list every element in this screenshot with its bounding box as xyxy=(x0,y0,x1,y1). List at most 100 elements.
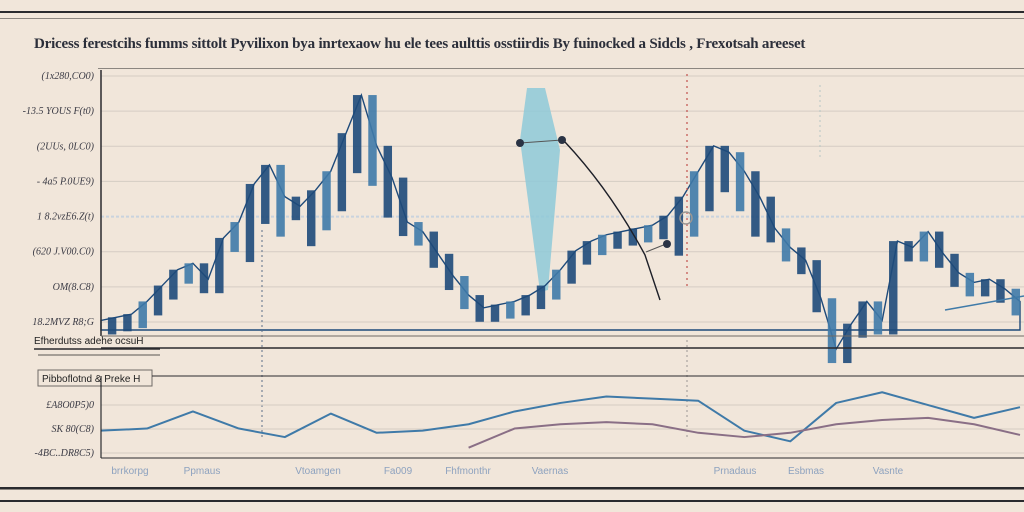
sub-x-tick-label: Esbmas xyxy=(788,466,824,477)
sub-x-tick-label: Vasnte xyxy=(873,466,904,477)
price-bar xyxy=(123,314,132,332)
price-bar xyxy=(291,196,301,221)
tail-line xyxy=(944,295,1024,311)
price-bar xyxy=(352,95,362,174)
price-bar xyxy=(643,225,653,243)
price-bar xyxy=(490,304,500,322)
price-bar xyxy=(689,171,699,237)
price-bar xyxy=(552,269,561,300)
price-bar xyxy=(337,133,347,212)
price-bar xyxy=(261,164,270,224)
price-bar xyxy=(307,190,316,247)
price-bar xyxy=(184,263,193,284)
price-bar xyxy=(368,95,377,186)
price-bar xyxy=(169,269,178,300)
sub-grid xyxy=(101,404,1024,454)
price-bar xyxy=(751,171,760,237)
price-bar xyxy=(934,231,944,268)
price-bar xyxy=(628,228,638,246)
price-bar xyxy=(950,253,959,287)
price-bar xyxy=(720,145,729,193)
y-tick-label: -13.5 YOUS F(t0) xyxy=(23,106,95,117)
y-tick-label: OM(8.C8) xyxy=(53,282,95,293)
main-y-axis-labels: (1x280,CO0) -13.5 YOUS F(t0) (2UUs, 0LC0) -… xyxy=(23,71,95,328)
highlight-band-shape xyxy=(520,88,560,292)
bottom-border-mid xyxy=(0,489,1024,490)
price-bar xyxy=(965,272,975,297)
price-bar xyxy=(980,279,990,297)
price-bar xyxy=(398,177,408,237)
y-tick-label: 1 8.2vzE6.Z(t) xyxy=(37,212,95,223)
highlight-band xyxy=(520,88,560,292)
price-bar xyxy=(460,276,469,310)
price-bar xyxy=(153,285,163,316)
annotation-marker xyxy=(663,240,671,248)
price-bar xyxy=(735,152,745,212)
price-bar xyxy=(812,260,821,313)
price-bar xyxy=(797,247,806,275)
event-ring xyxy=(679,211,693,225)
sub-title-box xyxy=(37,369,153,387)
price-bar xyxy=(429,231,438,268)
chart-title: Dricess ferestcihs fumms sittolt Pyvilix… xyxy=(34,36,806,52)
price-bar xyxy=(107,317,117,335)
price-bar xyxy=(199,263,209,294)
connector-line xyxy=(519,139,563,144)
price-bar xyxy=(567,250,576,284)
y-tick-label: (2UUs, 0LC0) xyxy=(37,141,95,152)
price-bar xyxy=(536,285,546,310)
price-bar xyxy=(781,228,791,262)
sub-x-tick-label: Fa009 xyxy=(384,466,413,477)
sub-x-tick-label: Fhfmonthr xyxy=(445,466,491,477)
connector-line xyxy=(645,243,667,253)
price-bar xyxy=(475,295,484,322)
sub-series-line-teal xyxy=(100,391,1021,443)
sub-series-line-mauve xyxy=(468,416,1021,449)
trend-curve xyxy=(564,141,661,301)
price-bar xyxy=(138,301,147,329)
price-bar xyxy=(521,295,530,316)
price-bar xyxy=(858,301,867,338)
sub-y-tick-label: £A8O0P5)0 xyxy=(46,400,94,411)
sub-chart-title: Pibboflotnd & Preke H xyxy=(42,374,140,385)
sub-x-tick-label: Vaernas xyxy=(532,466,569,477)
top-border xyxy=(0,11,1024,13)
price-bar xyxy=(276,164,285,237)
main-grid xyxy=(101,75,1024,323)
y-tick-label: - 4a5 P.0UE9) xyxy=(37,176,95,187)
sub-lines xyxy=(100,391,1021,449)
price-bar xyxy=(659,215,668,240)
price-bar xyxy=(506,301,515,319)
bottom-border-2 xyxy=(0,500,1024,502)
annotation-marker xyxy=(516,139,524,147)
price-bar xyxy=(889,241,898,335)
price-bar xyxy=(613,231,622,249)
price-bar xyxy=(904,241,913,262)
price-bar xyxy=(230,222,239,252)
sub-x-tick-label: Ppmaus xyxy=(184,466,221,477)
price-bar xyxy=(322,171,331,231)
title-divider xyxy=(98,68,1024,69)
annotation-marker xyxy=(558,136,566,144)
price-bar xyxy=(705,145,714,212)
sub-y-tick-label: SK 80(C8) xyxy=(52,424,95,435)
price-bar xyxy=(1011,288,1020,316)
price-bar xyxy=(444,253,454,291)
price-bar xyxy=(919,231,929,262)
sub-x-tick-label: Prnadaus xyxy=(714,466,757,477)
sub-y-tick-label: -4BC..DR8C5) xyxy=(35,448,95,459)
price-bar xyxy=(215,237,224,294)
top-border-inner xyxy=(0,18,1024,19)
price-bar xyxy=(873,301,883,335)
bottom-border xyxy=(0,487,1024,489)
price-bar xyxy=(766,196,775,243)
price-bar xyxy=(598,234,607,256)
y-tick-label: (1x280,CO0) xyxy=(42,71,95,82)
sub-x-axis-labels: brrkorpg Ppmaus Vtoamgen Fa009 Fhfmonthr Vaer… xyxy=(111,466,903,477)
price-bar xyxy=(674,196,684,256)
price-bar xyxy=(245,183,255,263)
price-bar xyxy=(383,145,393,218)
y-tick-label: (620 J.V00.C0) xyxy=(33,247,95,258)
price-bar xyxy=(414,222,423,246)
